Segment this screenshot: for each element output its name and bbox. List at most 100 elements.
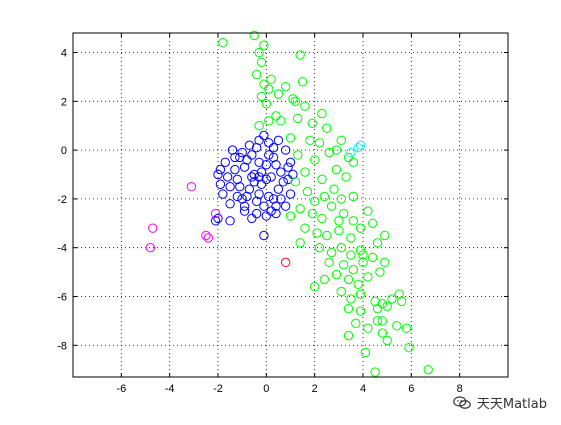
data-point [367, 218, 378, 228]
data-point [222, 172, 233, 182]
data-point [331, 145, 342, 155]
data-point [326, 201, 337, 211]
data-point [213, 169, 223, 180]
data-point [268, 194, 279, 204]
wechat-icon [453, 395, 471, 409]
data-point [317, 213, 327, 224]
data-point [297, 77, 308, 87]
data-point [276, 194, 286, 204]
data-point [256, 167, 267, 177]
data-point [266, 74, 276, 85]
data-point [256, 91, 267, 102]
data-point [235, 152, 245, 163]
data-point [201, 230, 211, 241]
data-point [314, 242, 325, 253]
data-point [288, 94, 298, 104]
data-point [285, 211, 296, 221]
data-point [329, 184, 339, 194]
data-point [355, 289, 366, 299]
data-point [423, 364, 433, 375]
data-point [259, 201, 269, 211]
data-point [372, 238, 383, 248]
data-point [203, 233, 214, 243]
data-point [266, 172, 276, 182]
data-point [324, 147, 334, 158]
data-point [227, 145, 238, 155]
data-point [254, 121, 264, 131]
data-point [264, 138, 274, 148]
data-point [215, 179, 226, 189]
data-point [343, 330, 354, 341]
data-point [259, 230, 269, 241]
y-tick-label: 2 [61, 96, 67, 108]
x-tick-label: -2 [213, 383, 223, 395]
data-point [254, 172, 264, 182]
data-point [230, 164, 240, 175]
data-point [351, 318, 361, 329]
data-point [343, 152, 354, 163]
data-point [353, 142, 363, 153]
data-point [285, 189, 296, 199]
data-point [348, 264, 359, 275]
x-tick-label: 2 [312, 383, 318, 395]
data-point [355, 223, 366, 233]
data-point [377, 316, 388, 326]
data-point [382, 301, 392, 311]
data-point [280, 145, 291, 155]
data-point [302, 186, 313, 197]
data-point [401, 323, 412, 333]
data-point [343, 274, 354, 285]
y-tick-label: 4 [61, 48, 67, 60]
data-point [355, 245, 366, 255]
data-point [324, 257, 334, 268]
data-point [312, 228, 322, 238]
data-point [266, 206, 276, 216]
data-point [348, 191, 359, 202]
data-point [346, 233, 356, 243]
x-tick-label: -4 [165, 383, 175, 395]
data-point [338, 208, 349, 219]
data-point [293, 150, 303, 160]
data-point [309, 196, 320, 207]
data-point [210, 216, 221, 226]
data-point [372, 316, 383, 326]
data-point [326, 247, 337, 258]
data-point [264, 191, 274, 202]
data-point [375, 267, 385, 277]
data-point [348, 157, 359, 168]
y-tick-label: -6 [57, 291, 67, 303]
data-point [343, 303, 354, 314]
data-point [271, 208, 281, 219]
data-point [336, 135, 346, 146]
data-point [276, 167, 286, 177]
data-point [404, 343, 414, 353]
y-tick-label: 0 [61, 145, 67, 157]
data-point [242, 191, 252, 202]
tick-labels: -6 -4 -2 0 2 4 6 8 -8 -6 -4 -2 0 2 4 [57, 48, 463, 395]
data-point [280, 201, 291, 211]
data-point [237, 147, 247, 158]
data-point [331, 164, 342, 175]
data-point [338, 260, 349, 270]
data-point [360, 347, 371, 358]
data-point [268, 152, 279, 163]
axes-box [72, 32, 509, 378]
y-tick-label: -2 [57, 194, 67, 206]
grid-lines [73, 33, 508, 377]
y-tick-label: -4 [57, 243, 67, 255]
x-tick-label: 8 [457, 383, 463, 395]
data-point [290, 177, 301, 187]
data-point [319, 191, 330, 202]
data-point [307, 208, 317, 219]
data-point [251, 208, 262, 219]
data-point [259, 79, 269, 89]
data-point [377, 299, 388, 309]
data-point [346, 294, 356, 304]
data-point [355, 306, 366, 316]
data-point [380, 257, 390, 268]
data-point [293, 113, 303, 124]
data-point [213, 213, 223, 224]
data-point [254, 47, 264, 58]
